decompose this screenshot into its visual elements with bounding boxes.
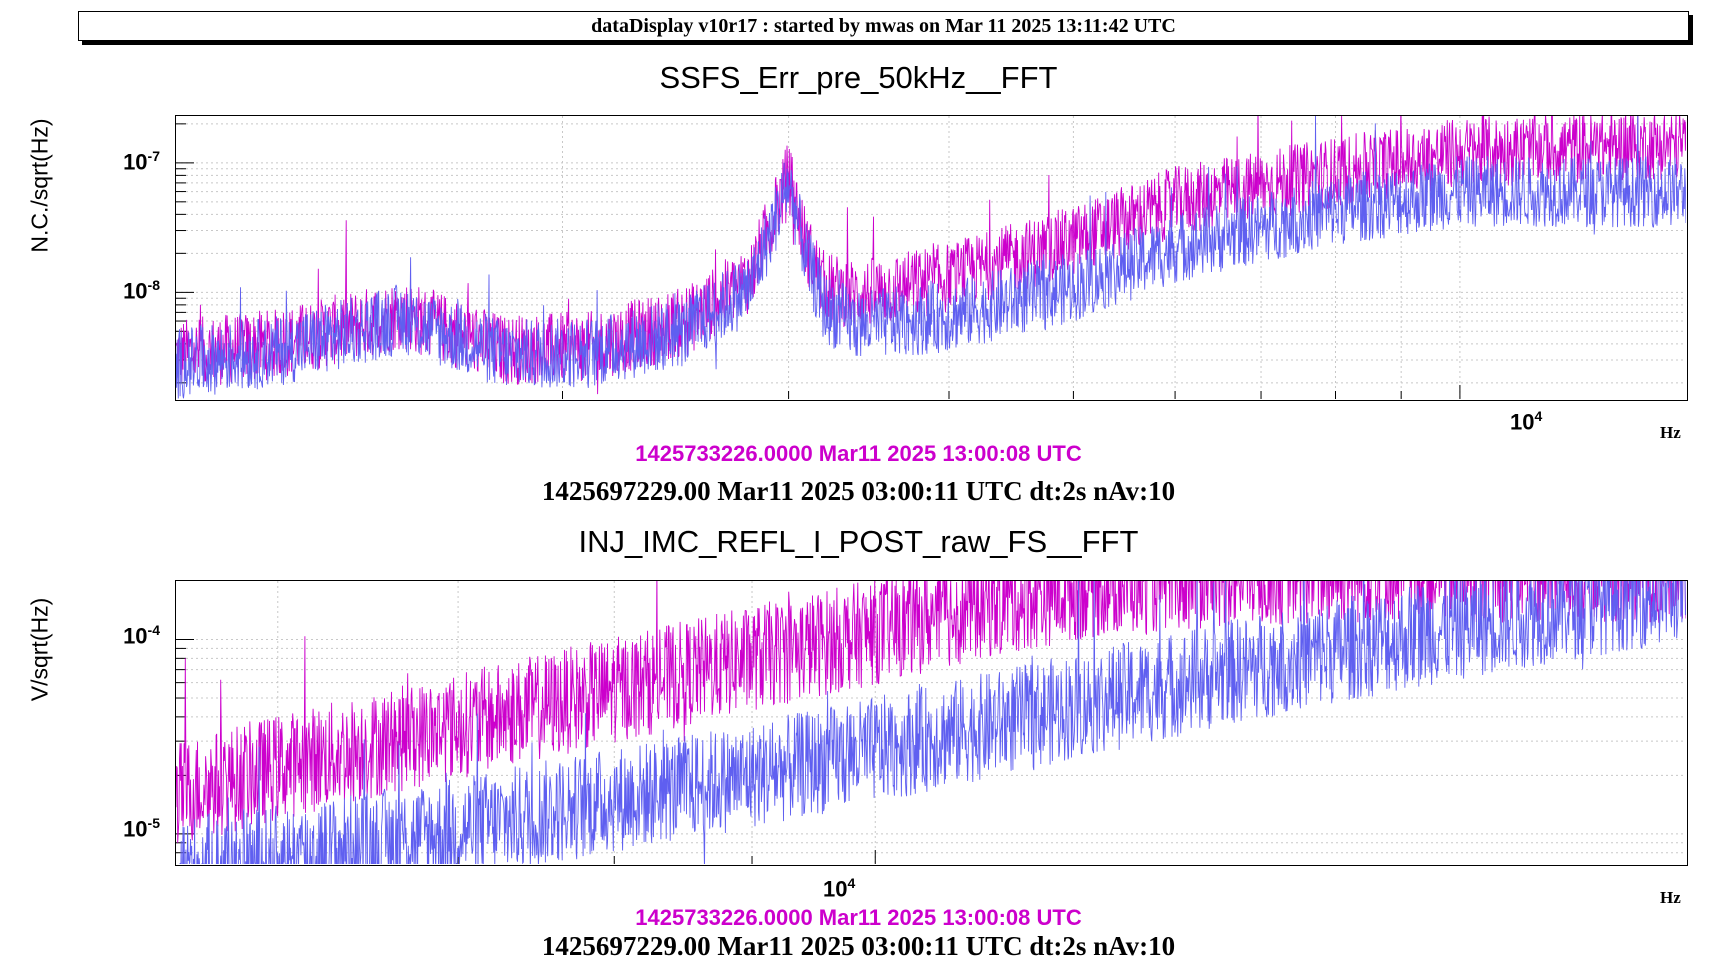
- plot1-ytick-1e-7-exp: -7: [147, 148, 160, 164]
- plot2-series-reference: [176, 581, 1686, 843]
- plot2-ytick-1e-4-base: 10: [123, 623, 148, 649]
- plot2-xtick-1e4-base: 10: [823, 876, 848, 902]
- plot1-xtick-1e4: 104: [1510, 408, 1542, 435]
- plot1-xtick-1e4-exp: 4: [1534, 408, 1543, 424]
- plot2-series-measurement: [179, 581, 1686, 864]
- plot2-xunit: Hz: [1660, 888, 1681, 907]
- plot1-title: SSFS_Err_pre_50kHz__FFT: [659, 60, 1058, 95]
- plot2-reference-time: 1425733226.0000 Mar11 2025 13:00:08 UTC: [635, 905, 1082, 930]
- plot2-title: INJ_IMC_REFL_I_POST_raw_FS__FFT: [578, 524, 1139, 559]
- window-title-bar: dataDisplay v10r17 : started by mwas on …: [78, 11, 1689, 41]
- plot1-ytick-1e-8-base: 10: [123, 278, 148, 304]
- plot2-ytick-1e-4: 10-4: [100, 622, 160, 649]
- plot1-measurement-time: 1425697229.00 Mar11 2025 03:00:11 UTC dt…: [541, 476, 1176, 506]
- plot1-xtick-1e4-base: 10: [1510, 409, 1535, 435]
- plot1-ytick-1e-7-base: 10: [123, 149, 148, 175]
- plot2-ytick-1e-5-base: 10: [123, 816, 148, 842]
- plot2-ytick-1e-4-exp: -4: [147, 622, 160, 638]
- plot1-xunit: Hz: [1660, 423, 1681, 442]
- plot2-ytick-1e-5-exp: -5: [147, 815, 160, 831]
- window-title: dataDisplay v10r17 : started by mwas on …: [591, 15, 1176, 37]
- plot1-series-measurement: [176, 116, 1686, 399]
- plot1-ytick-1e-8: 10-8: [100, 277, 160, 304]
- plot2-xtick-1e4: 104: [823, 875, 855, 902]
- plot2-measurement-time: 1425697229.00 Mar11 2025 03:00:11 UTC dt…: [541, 931, 1176, 961]
- plot2-ytick-1e-5: 10-5: [100, 815, 160, 842]
- plot1-reference-time: 1425733226.0000 Mar11 2025 13:00:08 UTC: [635, 441, 1082, 466]
- plot1-ytick-1e-8-exp: -8: [147, 277, 160, 293]
- plot1-ytick-1e-7: 10-7: [100, 148, 160, 175]
- plot2-xtick-1e4-exp: 4: [847, 875, 856, 891]
